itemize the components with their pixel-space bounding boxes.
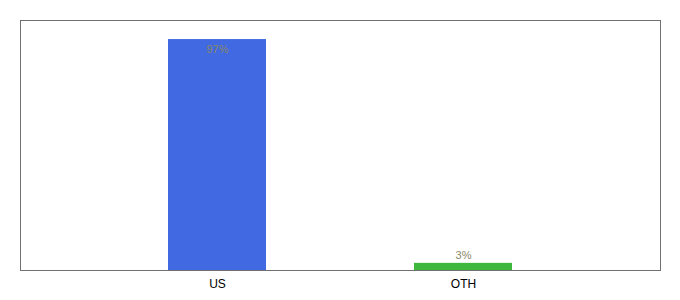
svg-text:3%: 3% bbox=[456, 249, 472, 261]
svg-text:US: US bbox=[209, 277, 226, 291]
svg-text:OTH: OTH bbox=[451, 277, 476, 291]
svg-text:97%: 97% bbox=[206, 43, 228, 55]
